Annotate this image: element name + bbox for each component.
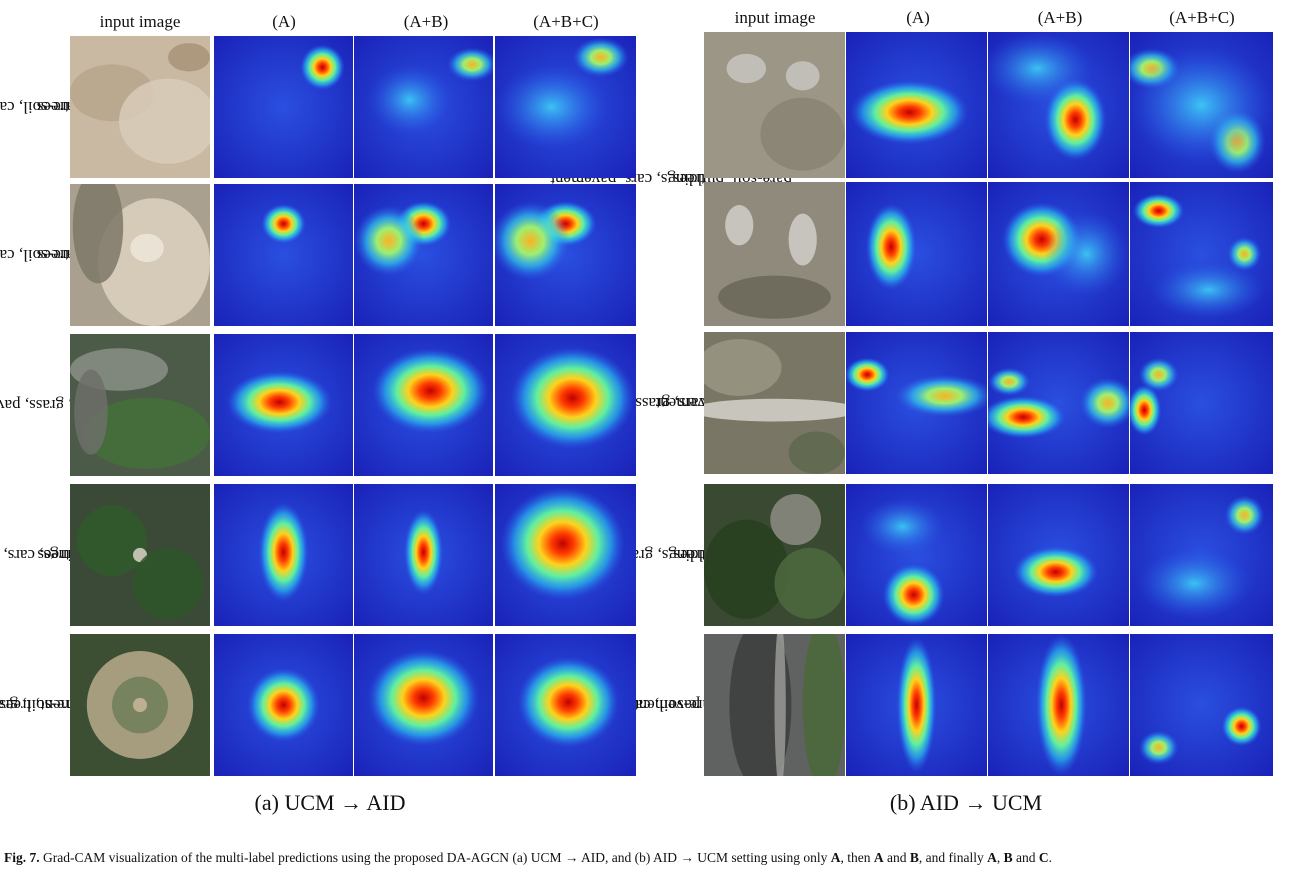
input-image xyxy=(70,334,210,476)
gradcam-heatmap xyxy=(354,484,493,626)
gradcam-heatmap xyxy=(846,332,987,474)
gradcam-heatmap xyxy=(214,334,353,476)
gradcam-heatmap xyxy=(846,634,987,776)
gradcam-heatmap xyxy=(1130,634,1273,776)
gradcam-heatmap xyxy=(1130,32,1273,178)
gradcam-heatmap xyxy=(495,36,636,178)
input-image xyxy=(704,634,845,776)
figure-caption: Fig. 7. Grad-CAM visualization of the mu… xyxy=(4,850,1053,865)
gradcam-heatmap xyxy=(1130,332,1273,474)
gradcam-heatmap xyxy=(846,484,987,626)
panel-a-row-label: buildings, cars, grass, pavement, trees xyxy=(0,396,172,415)
gradcam-heatmap xyxy=(1130,182,1273,326)
gradcam-heatmap xyxy=(354,184,493,326)
gradcam-heatmap xyxy=(988,182,1129,326)
panel-b-row-label: buildings, grass, trees xyxy=(613,546,725,565)
gradcam-heatmap xyxy=(988,634,1129,776)
panel-b-header-ab: (A+B) xyxy=(1037,8,1083,27)
gradcam-heatmap xyxy=(988,332,1129,474)
input-image xyxy=(704,332,845,474)
panel-a-header-a: (A) xyxy=(272,12,296,31)
panel-b-row-label: bare-soil, buildings, cars, pavement, tre… xyxy=(546,170,792,189)
gradcam-heatmap xyxy=(495,184,636,326)
gradcam-heatmap xyxy=(354,36,493,178)
gradcam-heatmap xyxy=(214,184,353,326)
panel-a-header-input: input image xyxy=(99,12,181,31)
input-image xyxy=(704,182,845,326)
panel-a-row-label: bare-soil, grass,pavement, trees xyxy=(0,696,107,715)
gradcam-heatmap xyxy=(846,182,987,326)
input-image xyxy=(70,634,210,776)
panel-a-row-label: buildings, cars, grass,trees xyxy=(0,546,106,565)
input-image xyxy=(70,484,210,626)
panel-a-subcaption: (a) UCM → AID xyxy=(254,790,406,815)
gradcam-heatmap xyxy=(214,484,353,626)
panel-b-header-abc: (A+B+C) xyxy=(1169,8,1235,27)
panel-b-header-input: input image xyxy=(734,8,816,27)
gradcam-heatmap xyxy=(1130,484,1273,626)
panel-b-header-a: (A) xyxy=(906,8,930,27)
input-image xyxy=(704,32,845,178)
gradcam-heatmap xyxy=(214,36,353,178)
input-image xyxy=(70,36,210,178)
panel-a-header-ab: (A+B) xyxy=(403,12,449,31)
gradcam-heatmap xyxy=(354,634,493,776)
gradcam-heatmap xyxy=(354,334,493,476)
gradcam-heatmap xyxy=(495,334,636,476)
input-image xyxy=(70,184,210,326)
panel-b-row-label: bare-soil, cars, grass, pavement xyxy=(619,696,744,715)
gradcam-heatmap xyxy=(495,634,636,776)
input-image xyxy=(704,484,845,626)
panel-a-header-abc: (A+B+C) xyxy=(533,12,599,31)
gradcam-heatmap xyxy=(846,32,987,178)
gradcam-heatmap xyxy=(495,484,636,626)
gradcam-heatmap xyxy=(988,32,1129,178)
gradcam-heatmap xyxy=(214,634,353,776)
panel-a-row-label: bare-soil, cars,trees xyxy=(0,98,83,117)
panel-b-subcaption: (b) AID → UCM xyxy=(889,790,1043,815)
panel-b-row-label: cars, grass, pavement xyxy=(631,394,723,413)
gradcam-heatmap xyxy=(988,484,1129,626)
